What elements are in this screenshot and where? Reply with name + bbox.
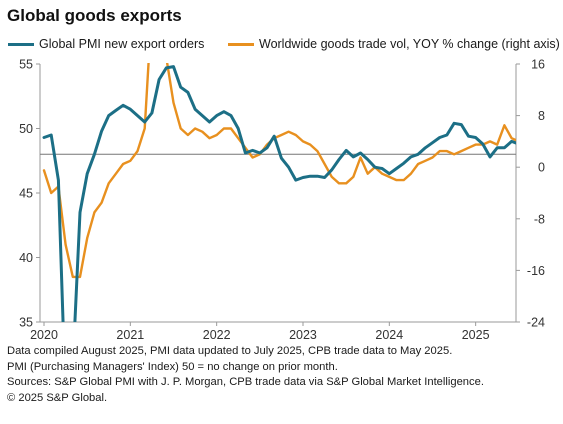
x-tick-label: 2021	[116, 328, 144, 340]
x-tick-label: 2023	[289, 328, 317, 340]
footnote-line: PMI (Purchasing Managers' Index) 50 = no…	[7, 360, 338, 373]
right-tick-label: 0	[538, 161, 545, 175]
right-tick-label: -8	[534, 212, 545, 226]
legend-swatch-pmi	[8, 42, 34, 46]
footnote-line: © 2025 S&P Global.	[7, 391, 108, 404]
footnotes: Data compiled August 2025, PMI data upda…	[7, 344, 557, 406]
legend-label-trade: Worldwide goods trade vol, YOY % change …	[259, 37, 560, 51]
left-tick-label: 35	[19, 316, 33, 330]
chart-title: Global goods exports	[7, 6, 182, 25]
legend-label-pmi: Global PMI new export orders	[39, 37, 205, 51]
legend-item-pmi: Global PMI new export orders	[8, 37, 204, 51]
footnote-line: Sources: S&P Global PMI with J. P. Morga…	[7, 376, 484, 389]
right-tick-label: -16	[527, 264, 545, 278]
left-tick-label: 55	[19, 58, 33, 72]
axes-layer: 35 40 45 50 55 -24 -16 -8 0 8 16 2020 2021 2022 2023 20…	[19, 58, 545, 341]
right-tick-label: 8	[538, 109, 545, 123]
series-line-trade	[42, 63, 516, 279]
series-line-pmi	[42, 65, 516, 322]
line-chart: 35 40 45 50 55 -24 -16 -8 0 8 16 2020 2021 2022 2023 20…	[19, 58, 545, 341]
right-tick-label: 16	[531, 58, 545, 72]
legend: Global PMI new export orders Worldwide g…	[8, 37, 560, 53]
left-tick-label: 50	[19, 122, 33, 136]
legend-item-trade: Worldwide goods trade vol, YOY % change …	[228, 37, 560, 51]
right-tick-label: -24	[527, 316, 545, 330]
left-tick-label: 45	[19, 187, 33, 201]
footnote-line: Data compiled August 2025, PMI data upda…	[7, 345, 453, 357]
x-tick-label: 2020	[30, 328, 58, 340]
x-tick-label: 2022	[203, 328, 231, 340]
x-tick-label: 2025	[462, 328, 490, 340]
series-layer	[42, 63, 516, 322]
left-tick-label: 40	[19, 251, 33, 265]
x-tick-label: 2024	[375, 328, 403, 340]
legend-swatch-trade	[228, 42, 254, 46]
